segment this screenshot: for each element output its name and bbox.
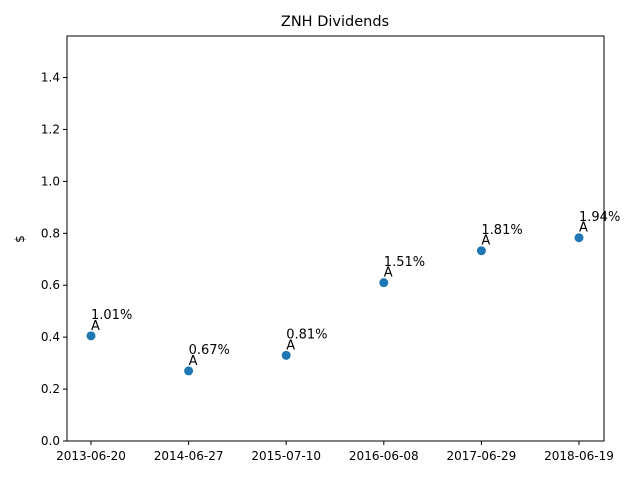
point-letter-label: A bbox=[384, 266, 393, 281]
y-tick-label: 0.6 bbox=[41, 278, 60, 292]
point-yield-label: 1.01% bbox=[91, 308, 132, 323]
point-yield-label: 1.94% bbox=[579, 210, 620, 225]
x-tick-label: 2013-06-20 bbox=[56, 449, 126, 463]
plot-frame bbox=[66, 35, 605, 442]
y-tick-label: 0.4 bbox=[41, 330, 60, 344]
data-point bbox=[86, 331, 96, 341]
point-letter-label: A bbox=[481, 234, 490, 249]
point-letter-label: A bbox=[286, 338, 295, 353]
x-axis-ticks: 2013-06-20 2014-06-27 2015-07-10 2016-06-08… bbox=[56, 441, 614, 463]
y-tick-label: 1.0 bbox=[41, 174, 60, 188]
data-point bbox=[574, 233, 584, 243]
point-yield-label: 0.67% bbox=[189, 343, 230, 358]
data-point bbox=[184, 366, 194, 376]
data-point bbox=[476, 246, 486, 256]
y-tick-label: 1.4 bbox=[41, 71, 60, 85]
y-tick-label: 0.2 bbox=[41, 382, 60, 396]
y-tick-label: 0.8 bbox=[41, 226, 60, 240]
point-letter-label: A bbox=[189, 354, 198, 369]
point-yield-label: 1.81% bbox=[481, 223, 522, 238]
y-axis-label: $ bbox=[13, 235, 27, 243]
x-tick-label: 2017-06-29 bbox=[447, 449, 517, 463]
scatter-points bbox=[86, 233, 584, 376]
x-tick-label: 2014-06-27 bbox=[154, 449, 224, 463]
point-yield-label: 0.81% bbox=[286, 328, 327, 343]
point-labels: A1.01%A0.67% A0.81%A1.51%A1.81% A1.94% bbox=[91, 210, 620, 369]
data-point bbox=[379, 278, 389, 288]
y-axis-ticks: 0.0 0.2 0.4 0.6 0.8 1.0 1.2 1.4 bbox=[41, 71, 67, 448]
point-letter-label: A bbox=[579, 221, 588, 236]
data-point bbox=[281, 350, 291, 360]
y-tick-label: 1.2 bbox=[41, 122, 60, 136]
point-letter-label: A bbox=[91, 319, 100, 334]
x-tick-label: 2018-06-19 bbox=[544, 449, 614, 463]
y-tick-label: 0.0 bbox=[41, 434, 60, 448]
x-tick-label: 2016-06-08 bbox=[349, 449, 419, 463]
x-tick-label: 2015-07-10 bbox=[251, 449, 321, 463]
chart-title: ZNH Dividends bbox=[281, 14, 389, 30]
point-yield-label: 1.51% bbox=[384, 255, 425, 270]
